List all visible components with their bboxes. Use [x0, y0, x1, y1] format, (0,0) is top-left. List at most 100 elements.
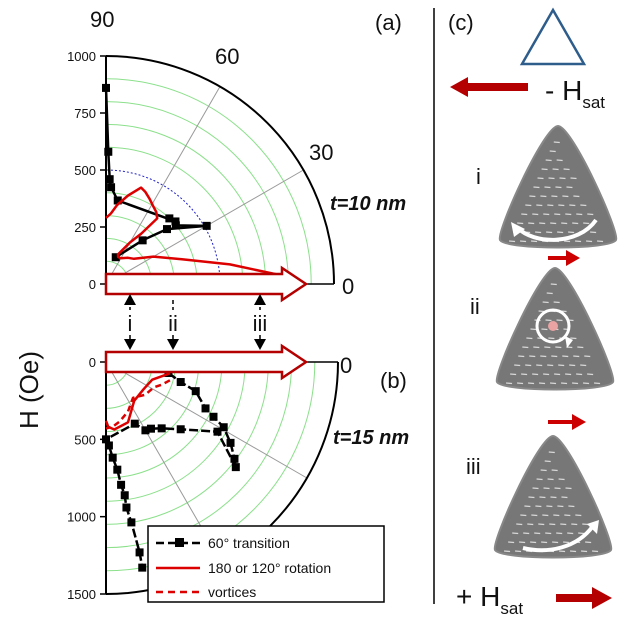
flow-vector: [565, 213, 572, 216]
panel-c-diagram: (c) - Hsat i ii iii: [448, 7, 618, 618]
angle-label-0: 0: [342, 274, 354, 299]
flow-vector: [550, 496, 557, 499]
flow-vector: [519, 541, 526, 544]
data-point-b-0-6: [226, 438, 235, 447]
data-point-a-0-1: [104, 147, 113, 156]
panel-b-label: (b): [380, 368, 407, 393]
flow-vector: [544, 186, 551, 189]
marker-i: i: [120, 294, 140, 350]
flow-vector: [564, 514, 571, 517]
flow-vector: [566, 186, 573, 189]
data-point-a-0-11: [111, 253, 120, 262]
flow-vector: [563, 541, 570, 544]
flow-vector: [549, 150, 556, 153]
r-tick-label: 500: [74, 163, 96, 178]
data-point-a-0-6: [165, 214, 174, 223]
legend-swatch-marker: [175, 538, 184, 547]
flow-vector: [564, 240, 571, 243]
flow-vector: [547, 478, 554, 481]
flow-vector: [569, 364, 576, 367]
flow-vector: [585, 541, 592, 544]
data-point-b-0-10: [176, 425, 185, 434]
r-tick-label: 750: [74, 106, 96, 121]
flow-vector: [557, 505, 564, 508]
flow-vector: [553, 301, 560, 304]
flow-vector: [542, 514, 549, 517]
flow-vector: [531, 240, 538, 243]
flow-vector: [504, 550, 511, 553]
panel-c-label: (c): [448, 10, 474, 35]
flow-vector: [531, 514, 538, 517]
flow-vector: [553, 141, 560, 144]
data-point-a-0-4: [113, 196, 122, 205]
data-point-b-0-12: [146, 424, 155, 433]
data-point-b-0-20: [120, 491, 129, 500]
flow-vector: [535, 231, 542, 234]
flow-vector: [538, 523, 545, 526]
flow-vector: [555, 186, 562, 189]
flow-vector: [534, 532, 541, 535]
grid-arc-minor: [105, 361, 223, 479]
grid-arc-minor: [105, 146, 244, 285]
flow-vector: [532, 487, 539, 490]
y-axis-label: H (Oe): [14, 351, 44, 429]
field-label-positive: + Hsat: [456, 581, 523, 618]
data-point-a-0-10: [138, 236, 147, 245]
flow-vector: [523, 532, 530, 535]
flow-vector: [521, 373, 528, 376]
flow-vector: [563, 168, 570, 171]
flow-vector: [542, 301, 549, 304]
flow-vector: [517, 382, 524, 385]
grid-arc-major: [105, 169, 221, 285]
flow-vector: [544, 346, 551, 349]
grid-arc-minor: [105, 192, 198, 285]
flow-vector: [582, 523, 589, 526]
flow-vector: [558, 478, 565, 481]
data-point-b-0-24: [138, 563, 147, 572]
flow-vector: [545, 159, 552, 162]
flow-vector: [547, 364, 554, 367]
data-point-a-0-2: [105, 175, 114, 184]
flow-vector: [535, 505, 542, 508]
state-iii-triangle: [493, 434, 613, 559]
switching-markers: i ii iii: [120, 294, 276, 350]
panel-b-r-ticks: 0 500 1000 1500: [67, 355, 106, 602]
flow-vector: [515, 550, 522, 553]
flow-vector: [559, 177, 566, 180]
flow-vector: [557, 231, 564, 234]
flow-vector: [526, 337, 533, 340]
flow-vector: [561, 496, 568, 499]
flow-vector: [554, 373, 561, 376]
flow-vector: [597, 240, 604, 243]
flow-vector: [536, 478, 543, 481]
flow-vector: [554, 487, 561, 490]
r-tick-label: 1000: [67, 510, 96, 525]
flow-vector: [537, 177, 544, 180]
panel-a-r-ticks: 0 250 500 750 1000: [67, 49, 106, 292]
flow-vector: [548, 451, 555, 454]
flow-vector: [546, 231, 553, 234]
flow-vector: [510, 373, 517, 376]
data-point-b-0-18: [113, 465, 122, 474]
marker-iii: iii: [244, 294, 276, 350]
angle-label-90: 90: [90, 7, 114, 32]
state-i-field-arrow-icon: [548, 250, 580, 266]
flow-vector: [551, 195, 558, 198]
grid-arc-minor: [105, 361, 200, 456]
field-arrow-b: [104, 343, 309, 381]
flow-vector: [514, 364, 521, 367]
flow-vector: [552, 168, 559, 171]
flow-vector: [550, 382, 557, 385]
series-line-a-0: [104, 87, 208, 259]
marker-label-ii: ii: [168, 311, 178, 336]
flow-vector: [528, 496, 535, 499]
flow-vector: [540, 195, 547, 198]
data-point-a-0-9: [162, 225, 171, 234]
flow-vector: [529, 195, 536, 198]
flow-vector: [551, 469, 558, 472]
grid-arc-minor: [105, 361, 177, 433]
data-point-a-0-0: [102, 83, 110, 92]
flow-vector: [533, 186, 540, 189]
flow-vector: [553, 514, 560, 517]
